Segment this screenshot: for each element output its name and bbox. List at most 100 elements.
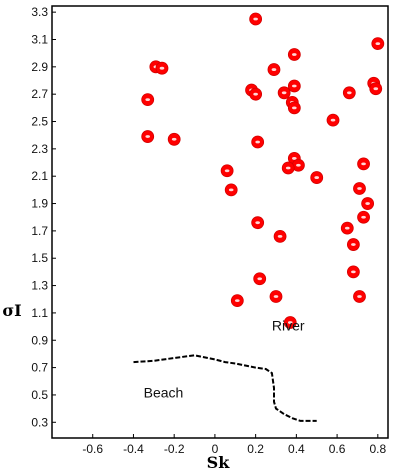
data-point-highlight — [253, 92, 258, 96]
data-point-highlight — [292, 84, 297, 88]
y-tick-label: 2.5 — [31, 115, 48, 129]
y-tick-label: 0.7 — [31, 361, 48, 375]
data-point — [220, 164, 234, 178]
data-point-highlight — [296, 163, 301, 167]
data-point — [167, 132, 181, 146]
data-point — [273, 229, 287, 243]
data-point-highlight — [361, 215, 366, 219]
y-tick-label: 2.3 — [31, 142, 48, 156]
data-point — [353, 182, 366, 195]
x-tick-label: 0.4 — [288, 442, 305, 456]
data-point-highlight — [365, 202, 370, 205]
data-point — [287, 101, 301, 115]
data-point — [346, 238, 360, 251]
y-tick-label: 1.3 — [31, 279, 48, 293]
data-point — [357, 157, 370, 171]
data-point-highlight — [361, 162, 366, 166]
data-point — [310, 171, 324, 184]
data-point-highlight — [257, 277, 263, 281]
x-axis-title: Sk — [207, 453, 231, 472]
data-point-highlight — [255, 221, 260, 225]
boundary-line — [133, 354, 317, 422]
data-point-highlight — [292, 106, 297, 110]
data-point — [371, 37, 385, 50]
data-point — [224, 183, 238, 197]
data-point-highlight — [285, 166, 291, 170]
x-tick-label: -0.2 — [164, 442, 185, 456]
beach-river-boundary — [133, 354, 317, 422]
data-point-highlight — [347, 91, 352, 95]
data-point-highlight — [281, 91, 287, 95]
data-point — [141, 93, 155, 107]
data-point — [353, 290, 366, 303]
data-point-highlight — [145, 98, 151, 102]
data-point-highlight — [373, 87, 379, 91]
x-tick-label: -0.4 — [123, 442, 144, 456]
x-tick-label: 0.8 — [369, 442, 386, 456]
y-axis-title: σI — [2, 301, 21, 320]
data-point — [361, 197, 375, 210]
y-tick-label: 1.9 — [31, 197, 48, 211]
data-point-highlight — [255, 140, 260, 144]
data-point — [249, 87, 263, 101]
data-point — [249, 12, 263, 26]
data-point-highlight — [344, 226, 350, 230]
data-point — [326, 113, 340, 127]
data-point-highlight — [228, 188, 234, 192]
annotation-beach: Beach — [144, 385, 184, 401]
y-tick-label: 1.1 — [31, 306, 48, 320]
data-point — [287, 79, 301, 93]
y-tick-label: 2.7 — [31, 87, 48, 101]
plot-border — [51, 5, 389, 439]
data-point-highlight — [253, 17, 258, 21]
data-point — [155, 61, 169, 75]
data-point-highlight — [287, 321, 293, 324]
data-points — [141, 12, 385, 329]
data-point-highlight — [314, 176, 320, 179]
data-point-highlight — [351, 270, 356, 274]
data-point — [251, 216, 265, 230]
data-point — [277, 86, 291, 100]
data-point — [340, 221, 354, 235]
data-point-highlight — [159, 66, 165, 70]
annotations: River Beach — [144, 318, 305, 401]
data-point-highlight — [292, 53, 297, 56]
data-point-highlight — [357, 295, 362, 298]
x-tick-label: 0 — [212, 442, 219, 456]
data-point — [251, 135, 265, 149]
annotation-river: River — [272, 318, 305, 334]
data-point-highlight — [145, 135, 151, 138]
data-point — [346, 265, 360, 279]
data-point-highlight — [224, 169, 230, 173]
data-point — [357, 210, 370, 224]
y-tick-label: 2.1 — [31, 169, 48, 183]
data-point-highlight — [375, 42, 381, 45]
y-tick-label: 3.1 — [31, 32, 48, 46]
data-point-highlight — [171, 137, 177, 141]
data-point — [253, 272, 267, 286]
data-point — [230, 294, 244, 308]
y-tick-label: 1.5 — [31, 251, 48, 265]
y-tick-label: 1.7 — [31, 224, 48, 238]
data-point-highlight — [357, 187, 362, 190]
data-point-highlight — [273, 295, 279, 298]
data-point — [369, 82, 383, 96]
data-point — [287, 48, 301, 61]
data-point — [283, 316, 297, 329]
plot-frame — [51, 5, 389, 439]
y-tick-label: 0.3 — [31, 415, 48, 429]
x-tick-label: 0.6 — [329, 442, 346, 456]
data-point-highlight — [292, 157, 297, 160]
x-tick-label: 0.2 — [247, 442, 264, 456]
y-tick-label: 2.9 — [31, 60, 48, 74]
axis-ticks: -0.6 -0.4 -0.2 0 0.2 0.4 0.6 0.8 0.3 0.5 0.7 0.9 1.1… — [31, 5, 386, 456]
data-point-highlight — [271, 68, 277, 71]
data-point — [267, 63, 281, 76]
data-point-highlight — [351, 243, 356, 246]
data-point-highlight — [277, 234, 283, 238]
y-tick-label: 0.9 — [31, 333, 48, 347]
data-point-highlight — [235, 299, 240, 303]
